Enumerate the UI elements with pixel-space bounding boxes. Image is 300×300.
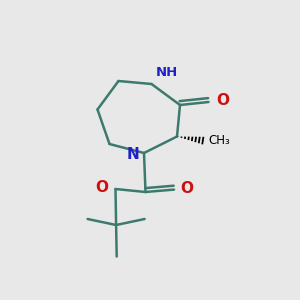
Text: CH₃: CH₃ bbox=[208, 134, 230, 148]
Text: O: O bbox=[216, 93, 229, 108]
Text: O: O bbox=[95, 180, 108, 195]
Text: NH: NH bbox=[156, 67, 178, 80]
Text: N: N bbox=[127, 147, 140, 162]
Text: O: O bbox=[181, 181, 194, 196]
